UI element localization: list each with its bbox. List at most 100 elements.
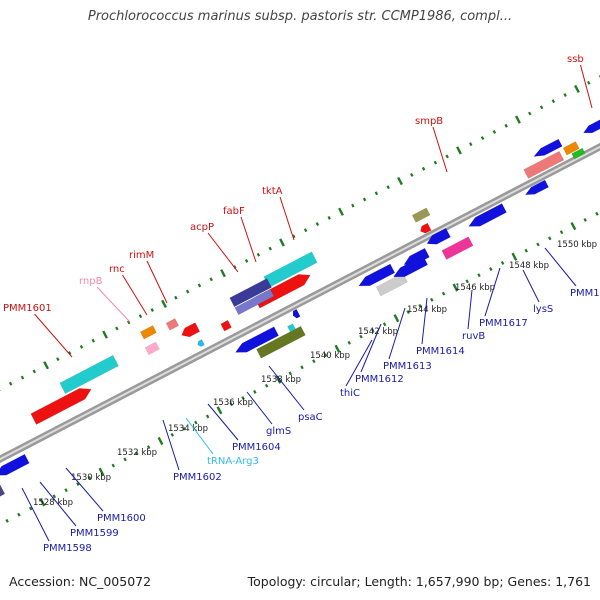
gene-feature[interactable] xyxy=(0,484,6,508)
scale-label: 1530 kbp xyxy=(71,473,111,483)
tick-mark xyxy=(146,445,151,450)
label-leader-line xyxy=(432,126,448,173)
tick-mark xyxy=(288,371,292,376)
tick-mark xyxy=(500,261,505,265)
tick-mark xyxy=(410,172,414,177)
gene-label[interactable]: PMM1600 xyxy=(97,513,146,524)
gene-feature[interactable] xyxy=(441,236,474,260)
gene-feature[interactable] xyxy=(468,203,507,227)
scale-label: 1540 kbp xyxy=(310,351,350,361)
gene-label[interactable]: rnc xyxy=(109,264,125,275)
gene-labels: 1528 kbp 1530 kbp 1532 kbp 1534 kbp 1536 kbp… xyxy=(3,54,600,554)
tick-mark xyxy=(334,344,341,354)
gene-feature[interactable] xyxy=(562,141,580,156)
tick-mark xyxy=(441,291,446,296)
gene-label[interactable]: smpB xyxy=(415,116,443,127)
gene-features xyxy=(0,119,600,508)
backbone-highlight xyxy=(0,145,600,461)
gene-feature[interactable] xyxy=(229,278,272,308)
tick-mark xyxy=(135,451,139,456)
gene-feature[interactable] xyxy=(165,318,180,331)
tick-mark xyxy=(386,185,390,190)
gene-label[interactable]: fabF xyxy=(223,206,245,217)
gene-feature[interactable] xyxy=(30,388,92,425)
gene-feature[interactable] xyxy=(197,339,205,347)
gene-label[interactable]: PMM1612 xyxy=(355,374,404,385)
gene-label[interactable]: rimM xyxy=(129,250,154,261)
tick-mark xyxy=(216,406,223,415)
scale-label: 1538 kbp xyxy=(261,375,301,385)
tick-mark xyxy=(161,299,167,308)
gene-label[interactable]: tktA xyxy=(262,186,283,197)
tick-mark xyxy=(197,283,202,288)
tick-mark xyxy=(56,357,60,362)
gene-label[interactable]: PMM1619 xyxy=(570,288,600,299)
gene-label[interactable]: PMM1604 xyxy=(232,442,281,453)
gene-label[interactable]: rnpB xyxy=(79,276,103,287)
tick-mark xyxy=(275,375,282,384)
gene-label[interactable]: PMM1598 xyxy=(43,543,92,554)
gene-label[interactable]: ruvB xyxy=(462,331,485,342)
gene-feature[interactable] xyxy=(256,325,306,359)
tick-mark xyxy=(570,221,577,231)
gene-feature[interactable] xyxy=(292,308,301,319)
gene-feature[interactable] xyxy=(234,288,275,316)
label-leader-line xyxy=(279,196,295,241)
tick-mark xyxy=(17,512,21,517)
gene-feature[interactable] xyxy=(411,207,431,223)
gene-label[interactable]: PMM1613 xyxy=(383,361,432,372)
tick-mark xyxy=(489,267,493,271)
tick-mark xyxy=(528,111,532,116)
gene-label[interactable]: PMM1614 xyxy=(416,346,465,357)
gene-feature[interactable] xyxy=(287,323,296,333)
tick-mark xyxy=(515,115,521,124)
tick-mark xyxy=(126,320,131,325)
gene-feature[interactable] xyxy=(420,222,432,234)
gene-label[interactable]: ssb xyxy=(567,54,584,65)
tick-mark xyxy=(170,432,174,437)
gene-feature[interactable] xyxy=(181,322,201,338)
gene-feature[interactable] xyxy=(253,274,311,309)
gene-feature[interactable] xyxy=(358,263,396,287)
tick-mark xyxy=(138,314,143,319)
gene-feature[interactable] xyxy=(533,138,563,157)
gene-label[interactable]: thiC xyxy=(340,388,360,399)
gene-feature[interactable] xyxy=(375,272,408,297)
gene-feature[interactable] xyxy=(583,119,600,134)
gene-feature[interactable] xyxy=(393,255,429,278)
label-leader-line xyxy=(240,216,257,263)
tick-mark xyxy=(539,105,544,110)
gene-label[interactable]: glmS xyxy=(266,426,291,437)
gene-label[interactable]: lysS xyxy=(533,304,553,315)
gene-feature[interactable] xyxy=(144,341,160,356)
tick-mark xyxy=(323,353,328,357)
gene-label[interactable]: acpP xyxy=(190,222,214,233)
gene-label[interactable]: PMM1599 xyxy=(70,528,119,539)
gene-feature[interactable] xyxy=(0,453,30,476)
tick-marks xyxy=(0,75,600,523)
tick-mark xyxy=(433,160,438,165)
gene-label[interactable]: psaC xyxy=(298,412,323,423)
tick-mark xyxy=(465,279,469,284)
tick-mark xyxy=(8,381,13,386)
tick-mark xyxy=(182,426,186,431)
tick-mark xyxy=(292,234,296,239)
gene-feature[interactable] xyxy=(220,319,232,332)
gene-feature[interactable] xyxy=(524,179,549,195)
gene-feature[interactable] xyxy=(523,150,565,179)
gene-label[interactable]: PMM1601 xyxy=(3,303,52,314)
label-leader-line xyxy=(360,323,382,373)
gene-feature[interactable] xyxy=(235,326,279,353)
gene-label[interactable]: PMM1617 xyxy=(479,318,528,329)
gene-feature[interactable] xyxy=(59,354,119,394)
backbone-group xyxy=(0,142,600,464)
tick-mark xyxy=(157,436,164,446)
gene-feature[interactable] xyxy=(426,227,451,245)
gene-label[interactable]: tRNA-Arg3 xyxy=(207,456,259,467)
gene-label[interactable]: PMM1602 xyxy=(173,472,222,483)
gene-feature[interactable] xyxy=(571,147,586,160)
label-leader-line xyxy=(162,419,180,471)
label-leader-line xyxy=(421,297,428,345)
gene-feature[interactable] xyxy=(139,325,157,340)
